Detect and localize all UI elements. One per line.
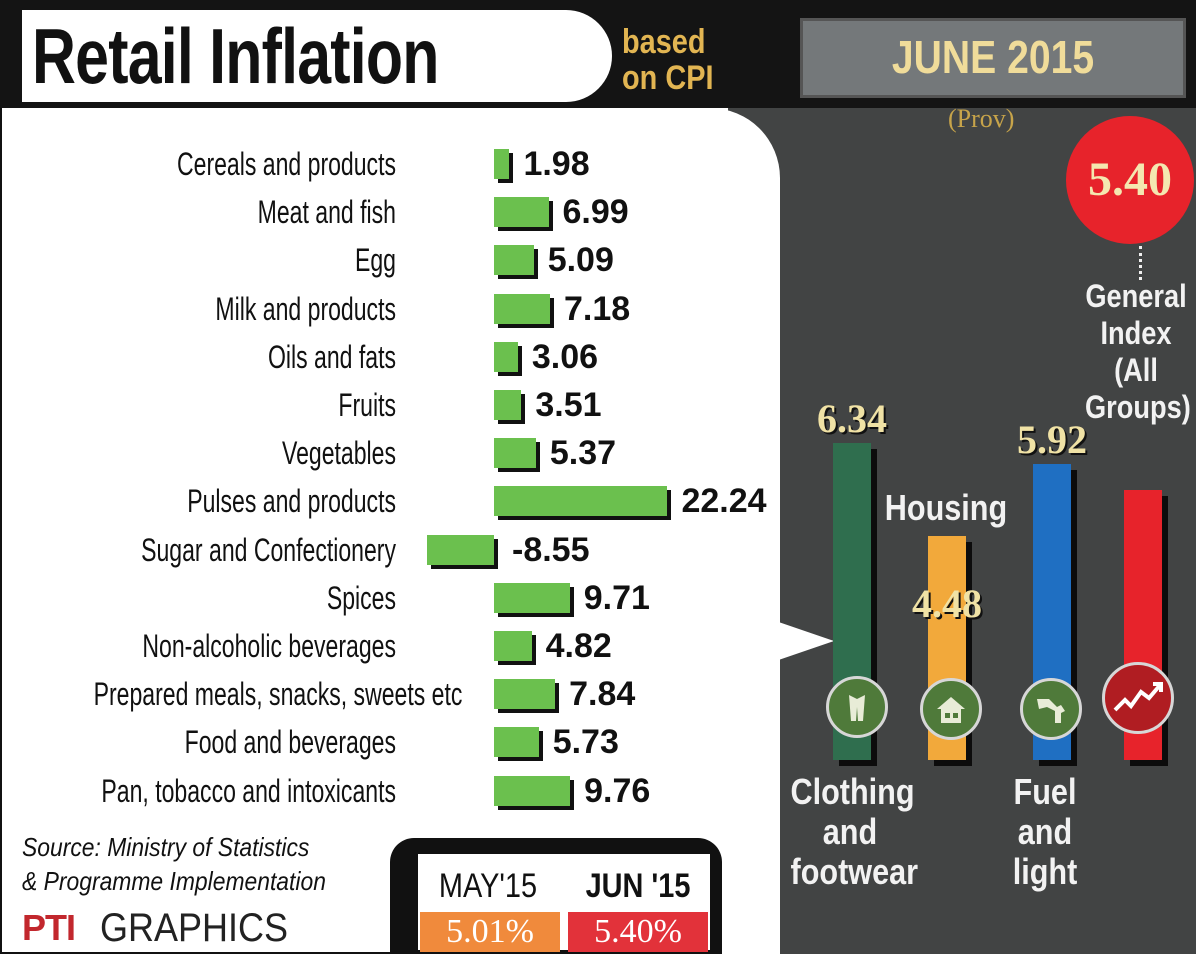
value-label: 3.51 — [535, 386, 602, 424]
page-title: Retail Inflation — [32, 12, 439, 100]
row-label: Cereals and products — [176, 146, 396, 182]
jun-value: 5.40% — [568, 912, 708, 952]
value-bar — [494, 679, 556, 710]
may-value: 5.01% — [420, 912, 560, 952]
value-label: 7.18 — [564, 289, 631, 328]
value-label: 5.09 — [547, 241, 614, 280]
brand-graphics: GRAPHICS — [100, 906, 289, 950]
value-bar — [427, 534, 494, 565]
value-label: 3.06 — [531, 337, 599, 376]
value-bar — [494, 293, 550, 324]
row-label: Milk and products — [215, 290, 396, 327]
may-label: MAY'15 — [438, 867, 538, 905]
value-bar — [494, 341, 518, 372]
value-label: 4.82 — [545, 627, 612, 665]
pti-logo: PTI — [22, 907, 76, 948]
general-index-label: General Index (All Groups) — [1085, 278, 1191, 425]
value-label: 5.37 — [549, 434, 617, 473]
value-label: -8.55 — [512, 530, 590, 569]
clothing-value: 6.34 — [817, 396, 887, 441]
rising-graph-icon — [1102, 662, 1174, 734]
title-box — [22, 10, 612, 102]
panel-pointer — [764, 617, 834, 665]
fuel-value: 5.92 — [1017, 417, 1087, 462]
value-bar — [494, 390, 522, 420]
value-label: 1.98 — [523, 145, 590, 183]
value-bar — [494, 245, 534, 276]
dotted-connector — [1139, 246, 1142, 280]
value-bar — [494, 197, 549, 228]
general-index-value: 5.40 — [1088, 153, 1172, 206]
clothing-icon — [826, 676, 888, 738]
row-label: Pulses and products — [187, 483, 396, 520]
row-label: Vegetables — [281, 435, 396, 472]
value-label: 5.73 — [552, 723, 619, 762]
row-label: Fruits — [338, 387, 396, 423]
row-label: Non-alcoholic beverages — [142, 628, 396, 664]
source-note: Source: Ministry of Statistics & Program… — [22, 832, 326, 896]
housing-label: Housing — [884, 487, 1008, 528]
fuel-label: Fuel and light — [1012, 771, 1078, 892]
jun-label: JUN '15 — [585, 867, 691, 905]
row-label: Food and beverages — [184, 724, 396, 761]
value-label: 22.24 — [681, 482, 767, 521]
housing-value: 4.48 — [912, 581, 982, 626]
panel-curve — [700, 108, 780, 954]
value-bar — [494, 438, 536, 469]
row-label: Pan, tobacco and intoxicants — [101, 772, 397, 809]
row-label: Spices — [326, 579, 396, 616]
value-bar — [494, 486, 668, 517]
page-subtitle: based on CPI — [622, 23, 714, 97]
month-label: JUNE 2015 — [891, 31, 1095, 83]
house-icon — [920, 678, 982, 740]
category-panel — [728, 108, 1196, 954]
value-label: 7.84 — [569, 675, 636, 714]
general-index-circle: 5.40 — [1066, 116, 1194, 244]
value-label: 9.71 — [583, 578, 650, 617]
month-badge: JUNE 2015 — [800, 18, 1186, 98]
provisional-note: (Prov) — [948, 104, 1015, 133]
value-label: 9.76 — [584, 771, 651, 810]
value-bar — [494, 631, 532, 661]
row-label: Meat and fish — [257, 194, 396, 231]
value-label: 6.99 — [562, 193, 629, 232]
clothing-label: Clothing and footwear — [790, 771, 919, 892]
value-bar — [494, 727, 539, 758]
row-label: Egg — [355, 242, 396, 279]
value-bar — [494, 582, 570, 613]
value-bar — [494, 775, 571, 806]
fuel-pump-icon — [1020, 678, 1082, 740]
row-label: Prepared meals, snacks, sweets etc — [93, 676, 463, 713]
row-label: Sugar and Confectionery — [141, 531, 396, 568]
row-label: Oils and fats — [267, 338, 396, 375]
value-bar — [494, 149, 510, 179]
